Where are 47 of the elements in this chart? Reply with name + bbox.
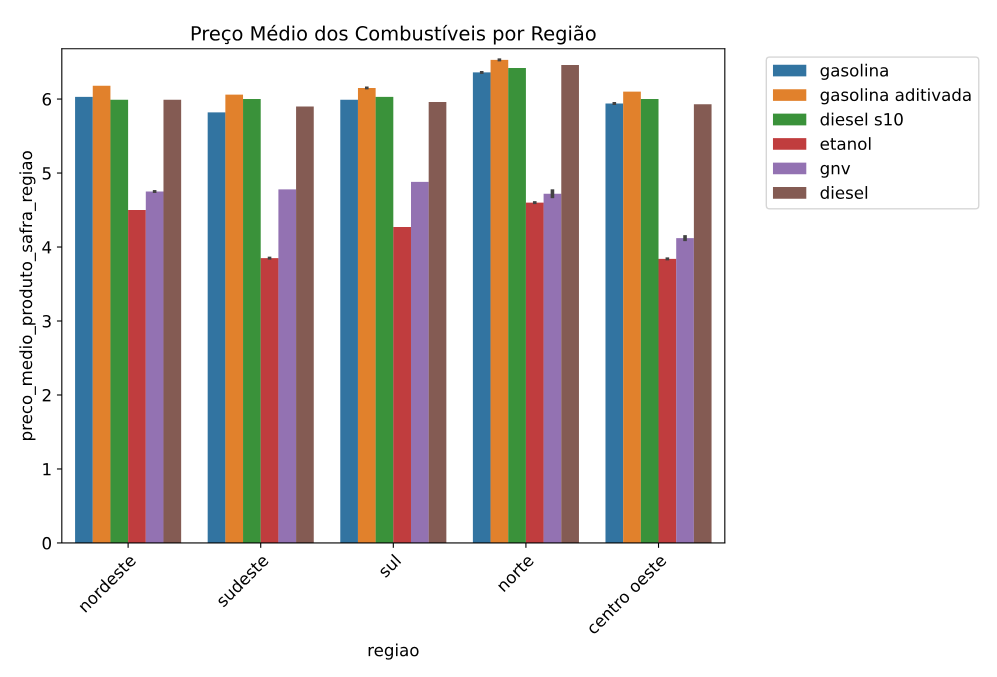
x-tick-label: sul — [377, 554, 402, 578]
legend-label: diesel — [820, 186, 868, 199]
y-tick-label: 3 — [42, 314, 51, 328]
bar — [376, 96, 394, 543]
bar — [605, 103, 624, 543]
chart-title: Preço Médio dos Combustíveis por Região — [192, 24, 596, 44]
bar — [340, 100, 358, 543]
bar — [128, 210, 146, 543]
bar — [676, 238, 694, 543]
bar — [260, 258, 278, 543]
legend-label: diesel s10 — [820, 112, 903, 126]
bar — [225, 94, 244, 543]
bar — [358, 88, 376, 543]
bar — [640, 99, 659, 543]
y-tick-label: 5 — [42, 167, 51, 180]
legend-label: gasolina aditivada — [820, 88, 971, 104]
bar — [472, 72, 491, 543]
x-axis-title: regiao — [368, 643, 419, 660]
bar — [561, 65, 579, 543]
bar — [75, 96, 93, 543]
bar — [393, 227, 411, 543]
bar — [428, 102, 446, 543]
legend-label: gnv — [820, 164, 850, 178]
bar — [508, 68, 526, 543]
bar — [243, 99, 261, 543]
bar — [694, 104, 712, 543]
y-tick-label: 1 — [43, 463, 51, 476]
bar — [110, 100, 128, 543]
legend-label: etanol — [820, 137, 870, 150]
legend-label: gasolina — [820, 64, 888, 80]
y-axis-title: preco_medio_produto_safra_regiao — [19, 151, 36, 440]
bar — [296, 106, 314, 543]
bar — [163, 100, 182, 543]
y-tick-label: 2 — [42, 388, 50, 402]
bar — [623, 92, 641, 543]
bar — [658, 258, 676, 543]
bar — [146, 192, 164, 543]
bar — [92, 86, 110, 543]
y-tick-label: 0 — [42, 536, 51, 550]
bar — [490, 60, 508, 543]
bar — [526, 202, 544, 543]
y-tick-label: 6 — [42, 93, 52, 106]
bar — [208, 112, 226, 543]
bar — [544, 194, 562, 543]
bar — [410, 182, 429, 543]
bar — [278, 189, 296, 543]
y-tick-label: 4 — [42, 241, 52, 254]
